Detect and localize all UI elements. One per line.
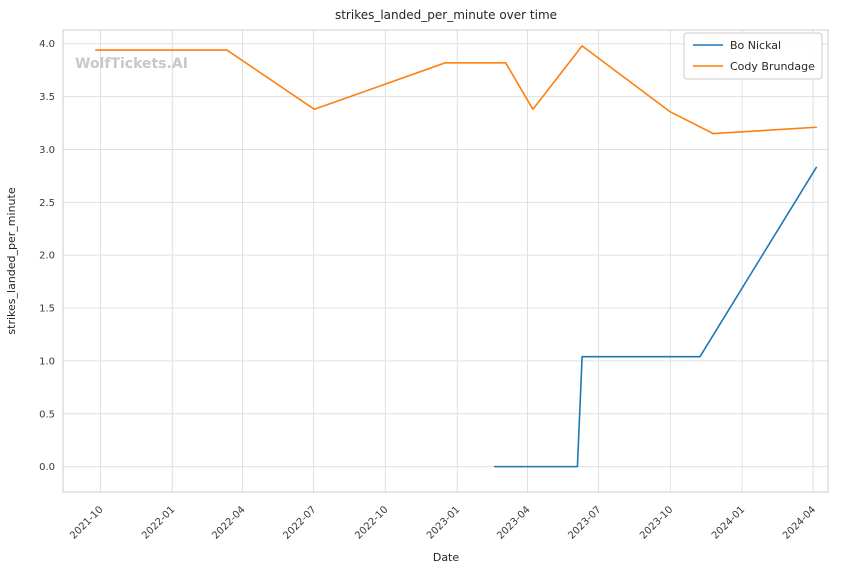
y-tick-label: 2.0 xyxy=(39,251,55,262)
y-tick-label: 1.0 xyxy=(39,356,55,367)
chart-title: strikes_landed_per_minute over time xyxy=(335,8,557,22)
grid-layer xyxy=(63,30,828,492)
y-tick-label: 1.5 xyxy=(39,304,55,315)
y-tick-label: 0.5 xyxy=(39,409,55,420)
y-tick-label: 0.0 xyxy=(39,462,55,473)
plot-frame xyxy=(62,29,829,493)
y-tick-label: 2.5 xyxy=(39,198,55,209)
legend: Bo Nickal Cody Brundage xyxy=(683,32,823,80)
y-tick-label: 4.0 xyxy=(39,39,55,50)
series-line-bo-nickal xyxy=(493,166,818,468)
legend-item-label: Bo Nickal xyxy=(730,39,781,52)
y-axis-ticks: 0.0 0.5 1.0 1.5 2.0 2.5 3.0 3.5 4.0 xyxy=(39,39,55,473)
y-tick-label: 3.0 xyxy=(39,145,55,156)
legend-item-label: Cody Brundage xyxy=(730,60,815,73)
series-line-cody-brundage xyxy=(94,45,818,135)
x-axis-label: Date xyxy=(433,551,460,564)
series-layer xyxy=(94,45,818,468)
watermark: WolfTickets.AI xyxy=(75,56,188,72)
y-tick-label: 3.5 xyxy=(39,92,55,103)
y-axis-label: strikes_landed_per_minute xyxy=(5,187,18,334)
